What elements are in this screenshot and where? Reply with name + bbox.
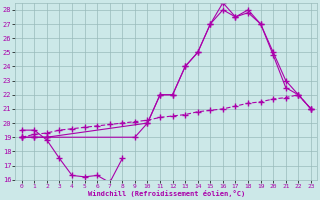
- X-axis label: Windchill (Refroidissement éolien,°C): Windchill (Refroidissement éolien,°C): [88, 190, 245, 197]
